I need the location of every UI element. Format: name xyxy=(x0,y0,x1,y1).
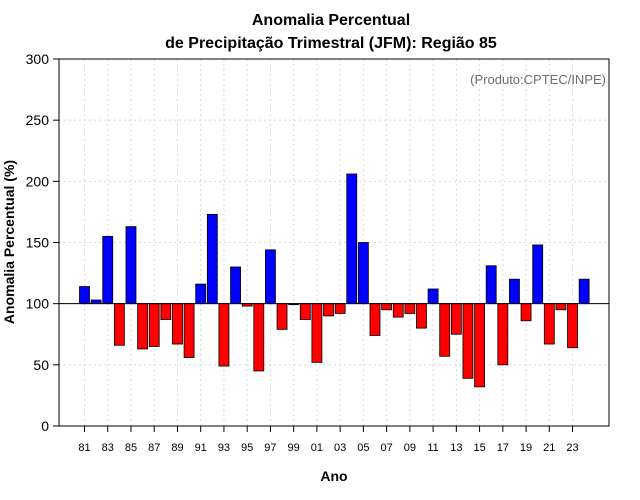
x-tick-label: 83 xyxy=(102,442,114,454)
credit-annotation: (Produto:CPTEC/INPE) xyxy=(470,72,606,87)
x-axis: 81 83 85 87 89 91 93 95 97 99 01 03 05 07 09 11 13 15 17 19… xyxy=(78,426,579,454)
bar-15 xyxy=(474,303,485,388)
bar-10 xyxy=(416,303,427,329)
x-tick-label: 09 xyxy=(404,442,416,454)
bar-01 xyxy=(311,303,323,363)
x-tick-label: 95 xyxy=(241,442,253,454)
bar-82 xyxy=(90,299,102,305)
bar-21 xyxy=(543,303,555,345)
x-tick-label: 03 xyxy=(334,442,346,454)
bar-89 xyxy=(172,303,183,345)
bar-24 xyxy=(578,278,590,305)
bar-98 xyxy=(276,303,288,330)
x-axis-label: Ano xyxy=(320,468,347,484)
bar-13 xyxy=(450,303,462,335)
x-tick-label: 99 xyxy=(288,442,300,454)
bar-97 xyxy=(265,249,276,305)
bar-92 xyxy=(206,213,218,305)
y-tick-label: 100 xyxy=(26,296,50,312)
bar-14 xyxy=(462,303,474,379)
bar-05 xyxy=(357,242,369,305)
x-tick-label: 81 xyxy=(78,442,90,454)
bar-17 xyxy=(497,303,509,366)
bar-91 xyxy=(195,283,207,305)
bar-07 xyxy=(381,303,393,311)
bar-12 xyxy=(439,303,451,357)
x-tick-label: 13 xyxy=(450,442,462,454)
y-tick-label: 0 xyxy=(41,418,49,434)
x-tick-label: 01 xyxy=(311,442,323,454)
bar-19 xyxy=(520,303,532,322)
bar-93 xyxy=(218,303,230,367)
x-tick-label: 05 xyxy=(357,442,369,454)
y-tick-label: 50 xyxy=(33,357,49,373)
bar-87 xyxy=(148,303,160,347)
x-tick-label: 21 xyxy=(543,442,555,454)
bar-83 xyxy=(102,235,114,305)
gridlines xyxy=(59,58,609,427)
y-axis-label: Anomalia Percentual (%) xyxy=(1,160,17,324)
bar-96 xyxy=(253,303,265,372)
bar-02 xyxy=(323,303,334,317)
y-tick-label: 250 xyxy=(26,112,50,128)
x-tick-label: 23 xyxy=(566,442,578,454)
x-tick-label: 19 xyxy=(520,442,532,454)
x-tick-label: 85 xyxy=(125,442,137,454)
bar-09 xyxy=(404,303,416,314)
bar-81 xyxy=(79,286,90,305)
bar-00 xyxy=(299,303,311,320)
x-tick-label: 93 xyxy=(218,442,230,454)
y-tick-label: 300 xyxy=(26,51,50,67)
x-tick-label: 87 xyxy=(148,442,160,454)
chart-title-line-1: Anomalia Percentual xyxy=(252,12,410,29)
x-tick-label: 97 xyxy=(264,442,276,454)
bar-85 xyxy=(125,226,137,305)
bar-18 xyxy=(509,278,520,305)
x-tick-label: 89 xyxy=(171,442,183,454)
bar-90 xyxy=(183,303,195,358)
x-tick-label: 11 xyxy=(427,442,438,454)
bar-06 xyxy=(369,303,381,336)
x-tick-label: 91 xyxy=(195,442,207,454)
bar-86 xyxy=(137,303,149,350)
y-axis: 0 50 100 150 200 250 300 xyxy=(26,51,59,434)
bar-11 xyxy=(427,288,439,305)
bar-88 xyxy=(160,303,172,320)
bar-03 xyxy=(334,303,346,314)
bar-94 xyxy=(230,266,241,305)
bar-16 xyxy=(485,265,497,305)
chart-title-line-2: de Precipitação Trimestral (JFM): Região… xyxy=(165,35,497,52)
y-tick-label: 200 xyxy=(26,173,50,189)
y-tick-label: 150 xyxy=(26,235,50,251)
x-tick-label: 15 xyxy=(473,442,485,454)
bar-04 xyxy=(346,173,358,305)
bar-23 xyxy=(567,303,578,349)
bar-20 xyxy=(532,244,544,305)
x-tick-label: 07 xyxy=(380,442,392,454)
bar-84 xyxy=(113,303,125,346)
bar-08 xyxy=(392,303,404,318)
bar-22 xyxy=(555,303,567,311)
x-tick-label: 17 xyxy=(497,442,509,454)
bars xyxy=(79,173,590,388)
